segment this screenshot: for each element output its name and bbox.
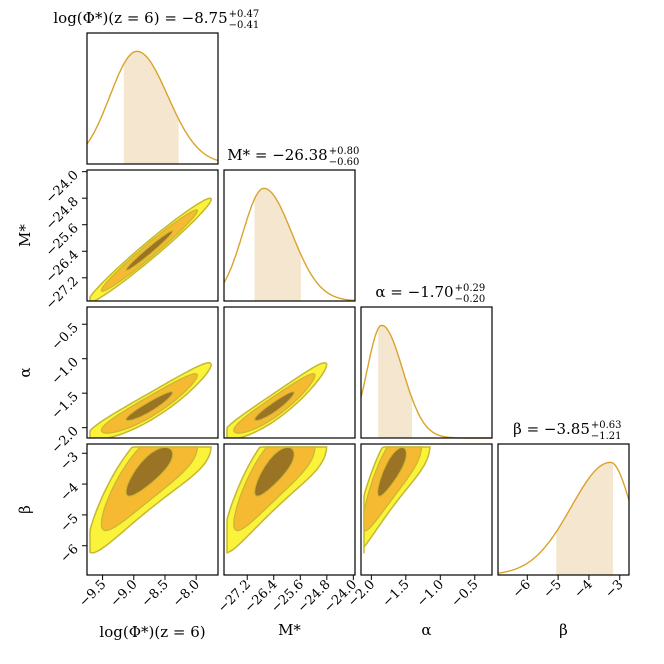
x-tick-label: −8.0 <box>170 577 203 610</box>
y-tick-label: −1.5 <box>49 389 82 422</box>
x-axis-Mstar: −27.2−26.4−25.6−24.8−24.0M* <box>215 575 360 639</box>
y-tick-label: −4 <box>58 480 82 504</box>
title-err-plus: +0.29 <box>455 283 486 294</box>
contour-inner <box>125 446 174 497</box>
joint-panel-logPhi-alpha <box>86 306 219 439</box>
joint-panel-logPhi-Mstar <box>86 169 219 302</box>
panel-frame <box>86 32 219 165</box>
marginal-panel-alpha: α = −1.70 +0.29−0.20 <box>360 283 493 439</box>
panel-title-beta: β = −3.85 <box>513 420 590 438</box>
panel-frame <box>86 169 219 302</box>
panel-title-alpha: α = −1.70 <box>375 283 453 301</box>
y-tick-label: −0.5 <box>49 320 82 353</box>
contour-middle <box>100 446 198 532</box>
contour-middle <box>363 446 423 532</box>
x-tick-label: −1.5 <box>380 577 413 610</box>
joint-panel-Mstar-alpha <box>223 306 356 439</box>
marginal-curve-logPhi <box>86 50 219 162</box>
panel-frame <box>223 169 356 302</box>
x-tick-label: −0.5 <box>449 577 482 610</box>
x-axis-beta: −6 −5 −4 −3 β <box>510 575 627 639</box>
panel-frame <box>360 443 493 576</box>
title-err-minus: −0.60 <box>329 157 360 168</box>
y-axis-label-alpha: α <box>16 367 34 377</box>
marginal-panel-Mstar: M* = −26.38 +0.80−0.60 <box>223 146 360 302</box>
x-axis-label-Mstar: M* <box>278 621 301 639</box>
contour-inner <box>377 447 407 497</box>
panel-title-logPhi: log(Φ*)(z = 6) = −8.75 <box>53 9 227 27</box>
marginal-curve-beta <box>497 461 630 574</box>
credible-band-Mstar <box>254 188 301 301</box>
panel-frame <box>86 306 219 439</box>
panel-frame <box>223 443 356 576</box>
x-tick-label: −4 <box>572 577 596 601</box>
x-axis-alpha: −2.0 −1.5 −1.0 −0.5α <box>345 575 482 639</box>
contour-inner <box>125 391 174 421</box>
x-tick-label: −3 <box>602 577 626 601</box>
marginal-panel-beta: β = −3.85 +0.63−1.21 <box>497 420 630 576</box>
panel-frame <box>360 306 493 439</box>
contour-middle <box>233 446 316 532</box>
y-tick-label: −2.0 <box>49 424 82 457</box>
x-axis-logPhi: −9.5−9.0−8.5−8.0 log(Φ*)(z = 6) <box>76 575 206 641</box>
contour-inner <box>254 391 295 421</box>
joint-panel-alpha-beta <box>360 443 493 576</box>
panel-frame <box>86 443 219 576</box>
x-tick-label: −9.5 <box>76 577 109 610</box>
x-axis-label-logPhi: log(Φ*)(z = 6) <box>99 623 205 641</box>
joint-panel-logPhi-beta <box>86 443 219 576</box>
title-err-minus: −1.21 <box>591 431 622 442</box>
x-tick-label: −9.0 <box>108 577 141 610</box>
credible-band-alpha <box>378 325 413 438</box>
y-tick-label: −5 <box>58 511 82 535</box>
y-axis-label-Mstar: M* <box>16 224 34 247</box>
title-err-plus: +0.63 <box>591 420 622 431</box>
title-err-minus: −0.41 <box>229 20 260 31</box>
y-tick-label: −1.0 <box>49 355 82 388</box>
x-axis-label-beta: β <box>559 621 568 639</box>
y-axis-label-beta: β <box>16 505 34 514</box>
joint-panel-Mstar-beta <box>223 443 356 576</box>
x-tick-label: −6 <box>510 577 534 601</box>
credible-band-beta <box>556 462 613 575</box>
title-err-plus: +0.47 <box>229 9 260 20</box>
marginal-curve-Mstar <box>223 187 356 302</box>
marginal-panel-logPhi: log(Φ*)(z = 6) = −8.75 +0.47−0.41 <box>53 9 260 165</box>
credible-band-logPhi <box>123 51 179 164</box>
contour-inner <box>254 446 295 497</box>
y-axis-Mstar: −27.2−26.4−25.6−24.8−24.0M* <box>16 168 87 313</box>
x-tick-label: −1.0 <box>414 577 447 610</box>
x-axis-label-alpha: α <box>421 621 431 639</box>
x-tick-label: −5 <box>541 577 565 601</box>
y-tick-label: −6 <box>58 542 82 566</box>
y-axis-beta: −6−5−4−3β <box>16 449 87 566</box>
panel-frame <box>223 306 356 439</box>
contour-inner <box>125 230 174 271</box>
title-err-plus: +0.80 <box>329 146 360 157</box>
y-axis-alpha: −2.0−1.5−1.0−0.5 α <box>16 320 87 457</box>
title-err-minus: −0.20 <box>455 294 486 305</box>
panel-frame <box>497 443 630 576</box>
x-tick-label: −8.5 <box>139 577 172 610</box>
panel-title-Mstar: M* = −26.38 <box>227 146 327 164</box>
